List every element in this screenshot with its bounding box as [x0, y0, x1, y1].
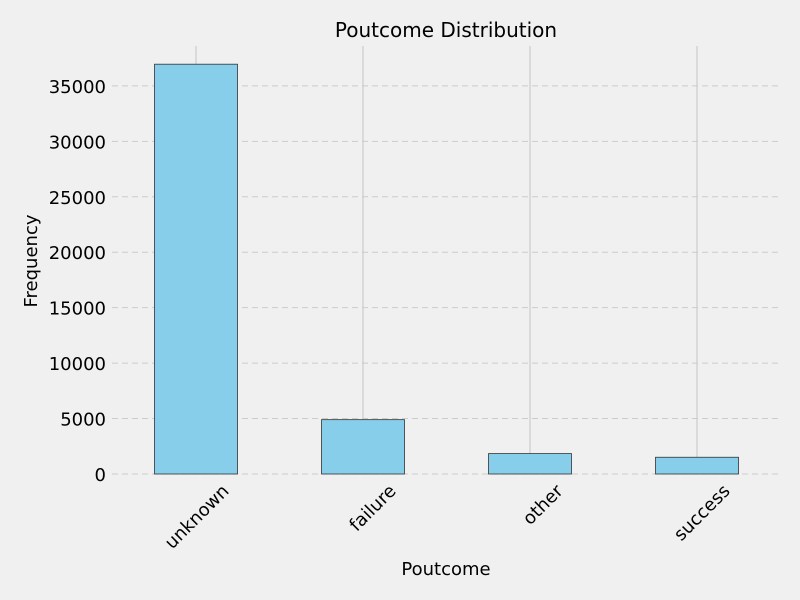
bars — [154, 63, 739, 475]
y-tick-label-35000: 35000 — [49, 77, 106, 98]
bar-other — [488, 453, 572, 475]
x-tick-label-unknown: unknown — [161, 481, 234, 554]
y-tick-label-25000: 25000 — [49, 188, 106, 209]
y-tick-label-20000: 20000 — [49, 243, 106, 264]
y-tick-label-5000: 5000 — [60, 410, 106, 431]
y-tick-label-0: 0 — [95, 465, 106, 486]
y-tick-label-10000: 10000 — [49, 354, 106, 375]
x-axis-label: Poutcome — [401, 559, 490, 580]
x-axis-ticks: unknown failure other success — [161, 480, 735, 553]
y-axis-ticks: 0 5000 10000 15000 20000 25000 30000 35000 — [49, 77, 106, 486]
y-tick-label-30000: 30000 — [49, 132, 106, 153]
bar-unknown — [154, 63, 238, 475]
x-tick-label-other: other — [519, 480, 568, 529]
x-tick-label-failure: failure — [345, 481, 400, 536]
bar-failure — [321, 419, 405, 475]
x-tick-label-success: success — [670, 481, 735, 546]
bar-success — [655, 456, 739, 475]
y-axis-label: Frequency — [21, 214, 42, 307]
chart-title: Poutcome Distribution — [335, 18, 557, 42]
y-tick-label-15000: 15000 — [49, 299, 106, 320]
